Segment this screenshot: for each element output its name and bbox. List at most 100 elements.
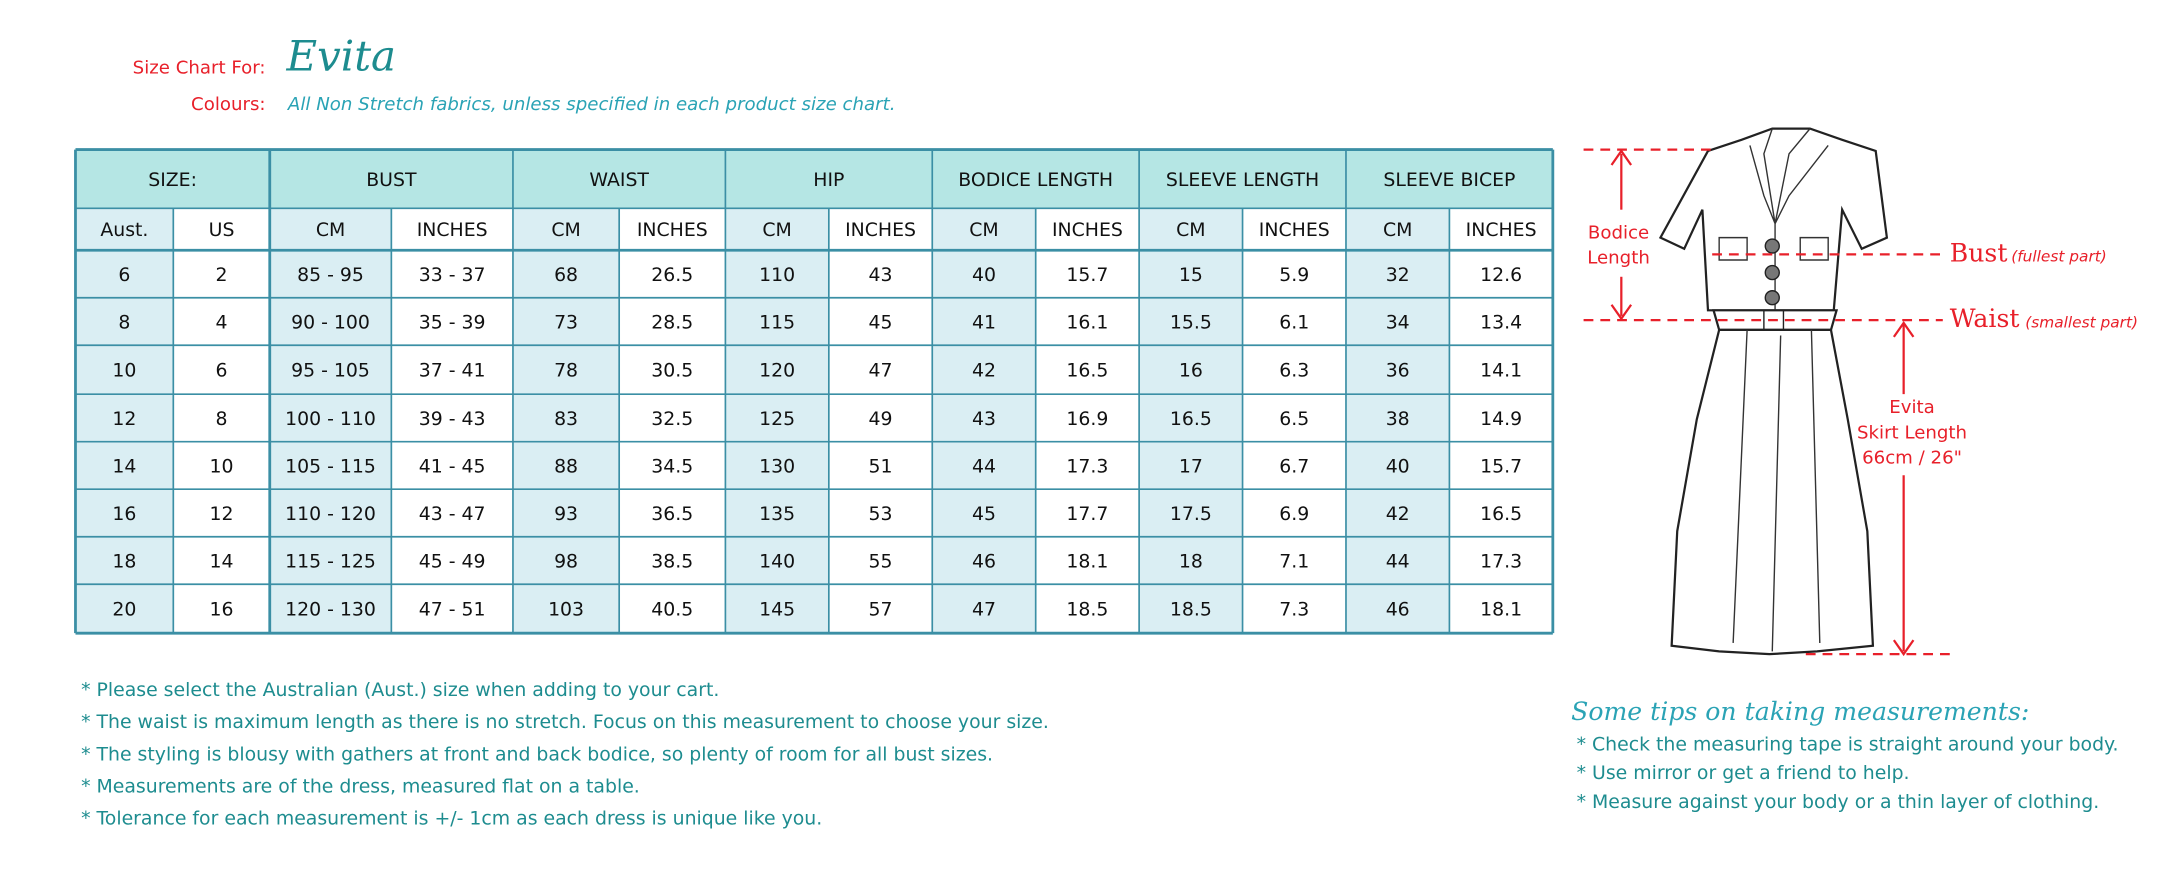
table-cell: 16.5: [1170, 408, 1212, 430]
column-bg: [1139, 208, 1243, 634]
table-cell: 120: [759, 360, 795, 382]
column-bg: [932, 208, 1036, 634]
table-cell: 17: [1179, 455, 1203, 477]
column-bg: [173, 208, 270, 634]
column-bg: [75, 208, 174, 634]
table-cell: 14.1: [1480, 360, 1522, 382]
table-cell: 6.3: [1279, 360, 1309, 382]
measurement-lines: [1583, 148, 1957, 657]
sub-header: Aust.: [100, 219, 148, 241]
column-bg: [619, 208, 726, 634]
table-cell: 46: [972, 550, 996, 572]
sub-header: US: [209, 219, 235, 241]
table-cell: 15.7: [1480, 455, 1522, 477]
table-cell: 15.5: [1170, 311, 1212, 333]
note: * Please select the Australian (Aust.) s…: [81, 679, 719, 701]
table-cell: 16.9: [1066, 408, 1108, 430]
table-cell: 115 - 125: [285, 550, 376, 572]
table-cell: 17.3: [1066, 455, 1108, 477]
table-cell: 14: [210, 550, 234, 572]
table-cell: 18.1: [1066, 550, 1108, 572]
table-cell: 4: [216, 311, 228, 333]
table-cell: 17.7: [1066, 503, 1108, 525]
table-cell: 42: [1386, 503, 1410, 525]
tip: * Check the measuring tape is straight a…: [1577, 733, 2119, 755]
waist-note: (smallest part): [2025, 313, 2138, 331]
note: * Tolerance for each measurement is +/- …: [81, 808, 822, 830]
table-cell: 7.3: [1279, 599, 1309, 621]
table-cell: 14: [112, 455, 136, 477]
column-bg: [391, 208, 513, 634]
table-cell: 36.5: [651, 503, 693, 525]
tips: * Check the measuring tape is straight a…: [1577, 733, 2119, 812]
skirt-label: Skirt Length: [1857, 422, 1967, 443]
header-bg: [75, 149, 1553, 209]
skirt-label: Evita: [1889, 397, 1935, 418]
table-cell: 98: [554, 550, 578, 572]
table-cell: 6.7: [1279, 455, 1309, 477]
table-cell: 110 - 120: [285, 503, 376, 525]
table-cell: 78: [554, 360, 578, 382]
column-bg: [1035, 208, 1140, 634]
table-cell: 17.5: [1170, 503, 1212, 525]
table-cell: 38: [1386, 408, 1410, 430]
table-cell: 2: [216, 264, 228, 286]
table-cell: 39 - 43: [419, 408, 486, 430]
table-cell: 125: [759, 408, 795, 430]
bust-label: Bust: [1950, 238, 2008, 267]
table-cell: 6: [118, 264, 130, 286]
size-table: SIZE: BUST WAIST HIP BODICE LENGTH SLEEVE LEN…: [74, 148, 1555, 635]
notes: * Please select the Australian (Aust.) s…: [81, 679, 1049, 830]
sub-header: INCHES: [417, 219, 488, 241]
table-cell: 45: [972, 503, 996, 525]
bust-note: (fullest part): [2011, 248, 2107, 266]
table-cell: 57: [869, 599, 893, 621]
table-cell: 43 - 47: [419, 503, 486, 525]
column-bg: [1242, 208, 1346, 634]
table-cell: 105 - 115: [285, 455, 376, 477]
table-cell: 8: [216, 408, 228, 430]
colours-label: Colours:: [191, 94, 265, 115]
table-cell: 49: [869, 408, 893, 430]
table-cell: 47: [869, 360, 893, 382]
table-cell: 6.9: [1279, 503, 1309, 525]
table-cell: 7.1: [1279, 550, 1309, 572]
table-cell: 110: [759, 264, 795, 286]
table-cell: 40: [972, 264, 996, 286]
tip: * Use mirror or get a friend to help.: [1577, 762, 1910, 784]
sub-header: CM: [969, 219, 998, 241]
note: * Measurements are of the dress, measure…: [81, 775, 640, 797]
table-cell: 12.6: [1480, 264, 1522, 286]
table-cell: 16: [210, 599, 234, 621]
waist-label: Waist: [1950, 304, 2020, 333]
column-bg: [269, 208, 392, 634]
table-cell: 53: [869, 503, 893, 525]
table-cell: 18.5: [1170, 599, 1212, 621]
note: * The styling is blousy with gathers at …: [81, 743, 993, 765]
table-cell: 10: [210, 455, 234, 477]
bodice-label: Length: [1587, 248, 1650, 269]
table-cell: 18: [1179, 550, 1203, 572]
table-cell: 16: [1179, 360, 1203, 382]
tips-title: Some tips on taking measurements:: [1571, 697, 2029, 726]
table-cell: 16.1: [1066, 311, 1108, 333]
table-cell: 8: [118, 311, 130, 333]
table-cell: 18.5: [1066, 599, 1108, 621]
sub-header: INCHES: [845, 219, 916, 241]
table-cell: 83: [554, 408, 578, 430]
table-cell: 13.4: [1480, 311, 1522, 333]
table-cell: 10: [112, 360, 136, 382]
table-cell: 16: [112, 503, 136, 525]
column-bg: [1449, 208, 1553, 634]
table-cell: 45: [869, 311, 893, 333]
table-cell: 100 - 110: [285, 408, 376, 430]
table-cell: 35 - 39: [419, 311, 486, 333]
table-cell: 34: [1386, 311, 1410, 333]
product-name: Evita: [286, 32, 397, 81]
table-cell: 33 - 37: [419, 264, 486, 286]
skirt-label: 66cm / 26": [1862, 447, 1962, 468]
table-cell: 32: [1386, 264, 1410, 286]
column-bg: [512, 208, 620, 634]
note: * The waist is maximum length as there i…: [81, 711, 1049, 733]
table-cell: 145: [759, 599, 795, 621]
